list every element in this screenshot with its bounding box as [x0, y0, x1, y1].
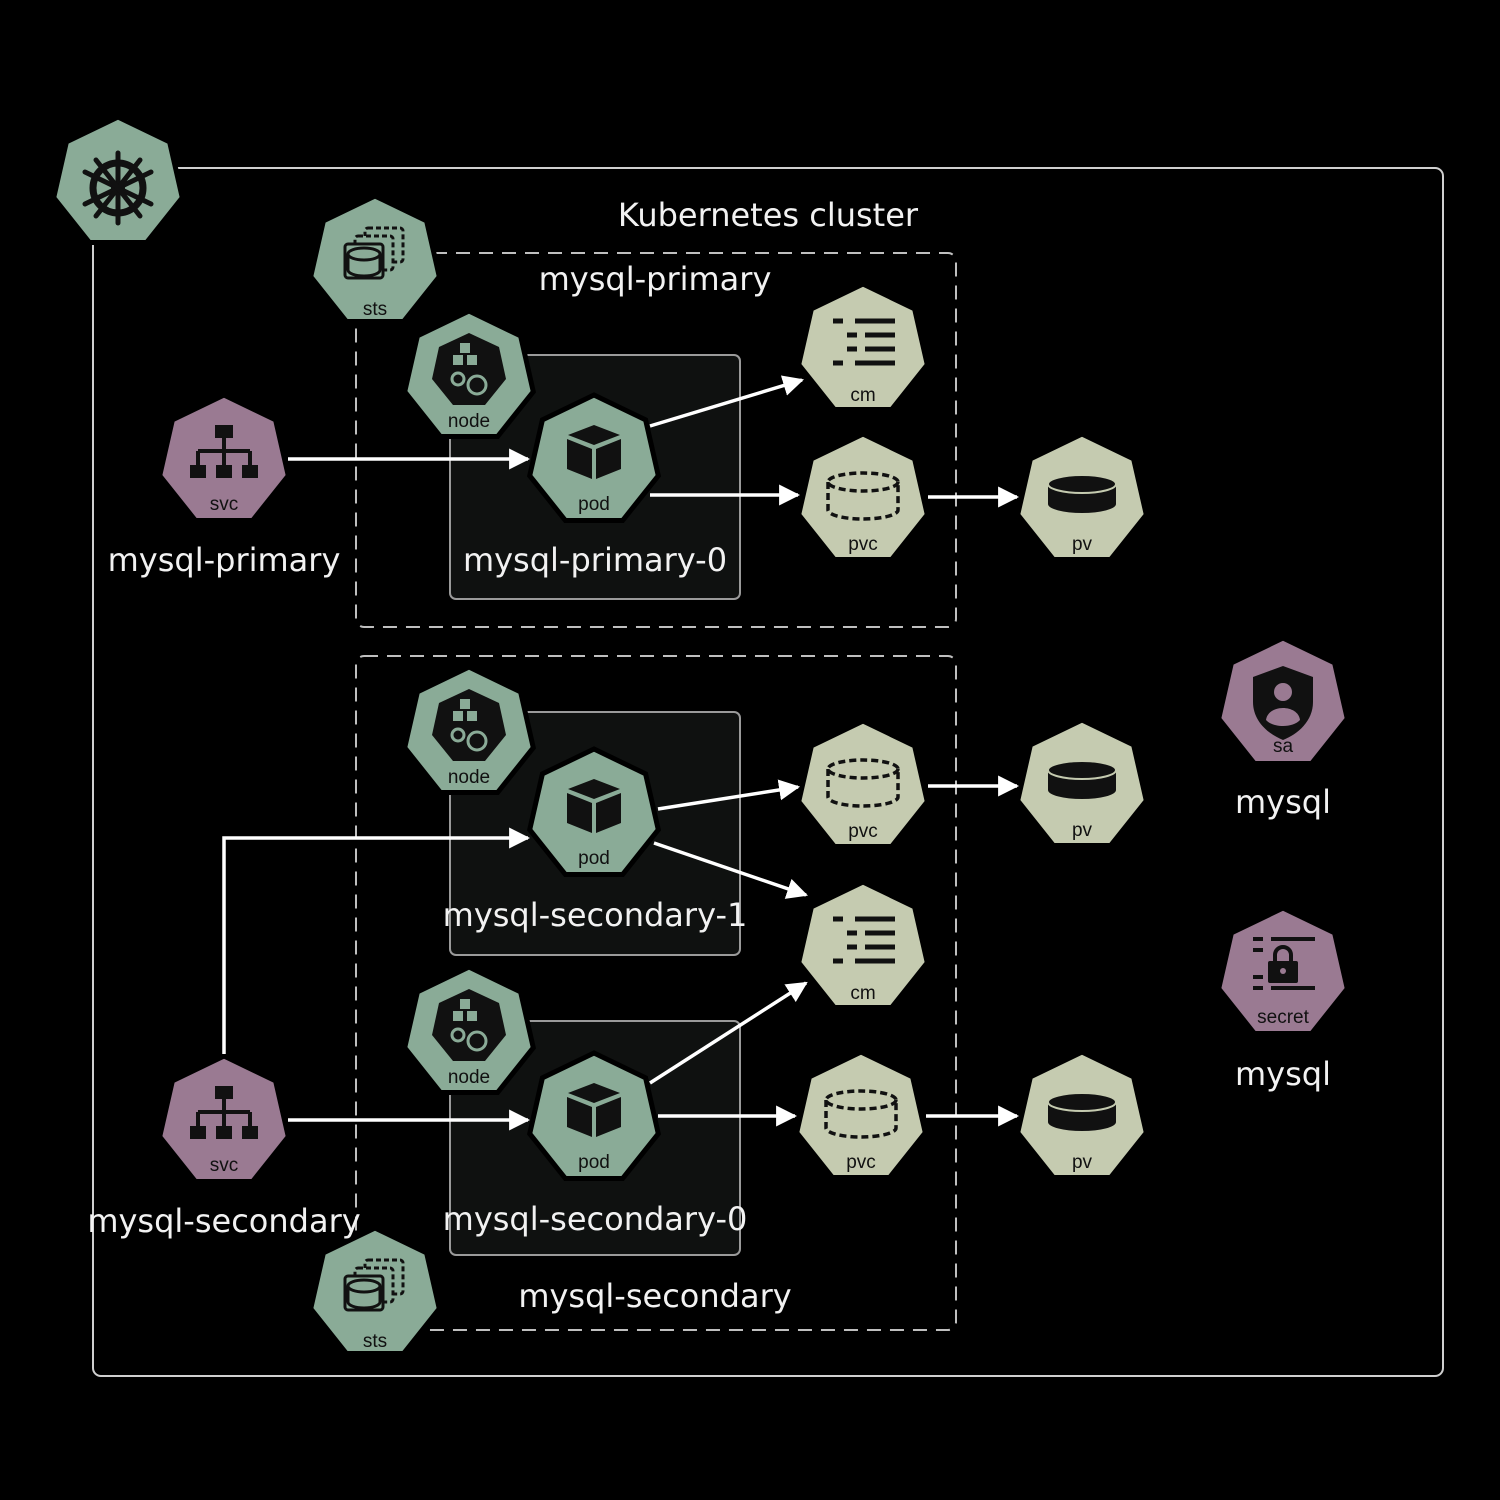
pvc-primary-label: pvc — [848, 534, 878, 555]
pod-name-primary-0: mysql-primary-0 — [463, 541, 727, 579]
pvc-secondary-0[interactable]: pvc — [793, 1049, 929, 1180]
pv-icon — [1047, 1092, 1117, 1131]
pv-secondary-0[interactable]: pv — [1014, 1049, 1150, 1180]
sts-primary-node[interactable]: sts — [307, 193, 443, 324]
pvc-secondary-1[interactable]: pvc — [795, 718, 931, 849]
pod-primary-0-label: pod — [578, 494, 610, 515]
arrow-pod1-to-cm — [653, 841, 808, 899]
svc-primary[interactable]: svc — [156, 392, 292, 523]
secret-name: mysql — [1235, 1055, 1331, 1093]
pv-secondary-0-label: pv — [1072, 1152, 1093, 1173]
service-account-label: sa — [1273, 736, 1294, 757]
pv-icon — [1047, 760, 1117, 799]
pvc-icon — [824, 1089, 898, 1139]
node-secondary-1[interactable]: node — [401, 664, 537, 795]
cm-primary[interactable]: cm — [795, 281, 931, 412]
service-account[interactable]: sa — [1215, 635, 1351, 766]
sts-secondary-node[interactable]: sts — [307, 1225, 443, 1356]
node-secondary-0-label: node — [448, 1067, 490, 1088]
svc-secondary[interactable]: svc — [156, 1053, 292, 1184]
shield-user-icon — [1253, 666, 1313, 740]
svc-primary-name: mysql-primary — [108, 541, 341, 579]
cm-secondary[interactable]: cm — [795, 879, 931, 1010]
sts-group-secondary — [355, 655, 957, 1331]
statefulset-icon — [343, 1258, 405, 1312]
cube-icon — [567, 425, 621, 479]
secret[interactable]: secret — [1215, 905, 1351, 1036]
statefulset-icon — [343, 226, 405, 280]
service-icon — [190, 425, 258, 478]
node-secondary-0[interactable]: node — [401, 964, 537, 1095]
secret-label: secret — [1257, 1007, 1309, 1028]
cm-primary-label: cm — [850, 385, 875, 406]
pod-primary-0[interactable]: pod — [526, 392, 662, 523]
pvc-icon — [826, 471, 900, 521]
svc-secondary-label: svc — [210, 1155, 239, 1176]
pvc-icon — [826, 758, 900, 808]
helm-wheel-icon — [82, 150, 154, 226]
arrow-pod1-to-pvc — [657, 779, 801, 811]
arrow-svc-to-pod-secondary-1 — [222, 827, 531, 1054]
pv-primary[interactable]: pv — [1014, 431, 1150, 562]
pod-name-secondary-0: mysql-secondary-0 — [443, 1200, 748, 1238]
pod-secondary-0[interactable]: pod — [526, 1050, 662, 1181]
pvc-primary[interactable]: pvc — [795, 431, 931, 562]
arrow-pod-to-cm-primary — [649, 375, 805, 428]
sts-group-primary-title: mysql-primary — [539, 260, 772, 298]
pv-secondary-1-label: pv — [1072, 820, 1093, 841]
svc-secondary-name: mysql-secondary — [87, 1202, 360, 1240]
cm-secondary-label: cm — [850, 983, 875, 1004]
node-primary[interactable]: node — [401, 308, 537, 439]
arrow-pod0-to-cm — [649, 981, 808, 1085]
pod-secondary-1[interactable]: pod — [526, 746, 662, 877]
sts-secondary-label: sts — [363, 1331, 387, 1352]
pvc-secondary-0-label: pvc — [846, 1152, 876, 1173]
sts-group-secondary-title: mysql-secondary — [518, 1277, 791, 1315]
sts-primary-label: sts — [363, 299, 387, 320]
node-secondary-1-label: node — [448, 767, 490, 788]
pod-secondary-1-label: pod — [578, 848, 610, 869]
node-icon — [432, 689, 506, 761]
service-icon — [190, 1086, 258, 1139]
cube-icon — [567, 1083, 621, 1137]
pv-icon — [1047, 474, 1117, 513]
cluster-frame — [92, 167, 1444, 1377]
cube-icon — [567, 779, 621, 833]
cluster-title: Kubernetes cluster — [618, 196, 919, 234]
configmap-icon — [833, 916, 895, 964]
pod-secondary-0-label: pod — [578, 1152, 610, 1173]
svc-primary-label: svc — [210, 494, 239, 515]
node-primary-label: node — [448, 411, 490, 432]
lock-icon — [1253, 937, 1315, 990]
node-icon — [432, 989, 506, 1061]
service-account-name: mysql — [1235, 783, 1331, 821]
pvc-secondary-1-label: pvc — [848, 821, 878, 842]
configmap-icon — [833, 318, 895, 366]
pv-secondary-1[interactable]: pv — [1014, 717, 1150, 848]
kubernetes-logo — [50, 114, 186, 245]
pv-primary-label: pv — [1072, 534, 1093, 555]
pod-name-secondary-1: mysql-secondary-1 — [443, 896, 748, 934]
node-icon — [432, 333, 506, 405]
